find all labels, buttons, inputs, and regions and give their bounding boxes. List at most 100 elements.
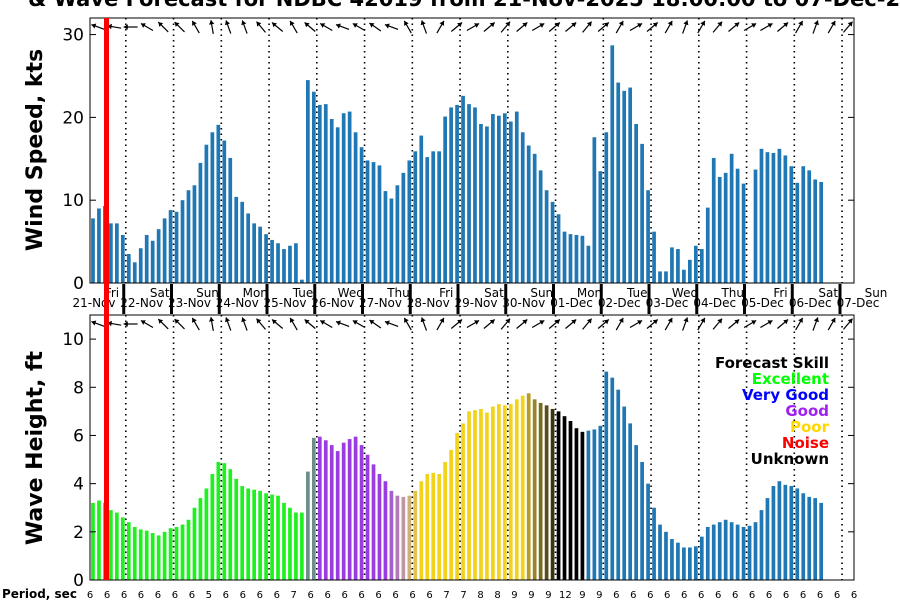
wind-bar [294,243,298,283]
wind-bar [670,247,674,283]
wind-bar [526,145,531,283]
direction-arrow [174,21,185,33]
wind-bar [473,107,477,283]
wave-bar [544,405,549,580]
wind-bar [270,239,274,283]
direction-arrow [565,319,577,329]
wave-bar [126,522,131,580]
wind-bar [341,113,346,283]
wind-bar [449,107,453,283]
wave-bar [514,399,519,580]
wind-bar [801,166,806,283]
wave-bar [747,525,752,580]
wind-bar [598,171,603,283]
period-value: 6 [104,590,110,600]
wave-bar [353,436,358,580]
wave-bar [676,542,680,580]
period-value: 6 [121,590,127,600]
now-marker [104,18,109,580]
period-value: 8 [477,590,483,600]
wind-bar [162,218,167,283]
direction-arrow [843,318,853,330]
direction-arrow [256,318,266,330]
wind-bar [282,249,286,283]
wind-day-lines [125,18,843,283]
wind-bar [640,143,644,284]
wind-bar [765,152,770,283]
date-label: 06-Dec [789,296,832,310]
wind-bar [306,80,310,283]
wind-bar [574,234,579,283]
wind-bar [234,196,239,284]
y-tick-label: 4 [73,475,84,495]
wind-bar [741,183,746,284]
day-of-week-label: Thu [386,286,410,300]
wave-bar [317,436,322,580]
day-of-week-label: Thu [720,286,744,300]
wave-bar [425,474,430,580]
wind-bar [777,148,782,283]
period-value: 6 [834,590,840,600]
direction-arrow [91,23,105,30]
wave-bar [276,495,280,580]
wind-bar [323,104,328,284]
wave-bar [693,546,698,580]
wind-bar [682,269,686,283]
wave-bar [252,489,256,580]
period-value: 6 [817,590,823,600]
wind-bar [174,211,179,283]
wave-bar [777,481,782,580]
wind-bar [634,124,638,283]
wind-bar [383,191,388,283]
legend-title: Forecast Skill [715,354,829,372]
wind-bar [604,132,609,283]
wave-bar [150,533,155,580]
wave-bar [795,488,800,580]
wind-bar [753,169,758,283]
wave-bar [270,494,274,580]
direction-arrow [304,22,316,32]
wind-bar [789,166,794,283]
direction-arrow [743,22,757,32]
wind-bar [729,153,734,283]
wave-bar [807,496,812,580]
direction-arrow [531,22,545,32]
wave-bar [300,512,304,580]
wind-bar [568,234,573,283]
wind-bar [813,179,818,283]
direction-arrow [582,21,593,33]
wind-bar [544,190,549,283]
direction-arrow [271,319,284,329]
wave-bar [449,449,453,580]
period-value: 6 [375,590,381,600]
wind-bar [538,170,543,284]
wave-bar [538,402,543,580]
wave-bar [335,451,340,580]
date-label: 25-Nov [263,296,306,310]
direction-arrow [697,20,706,34]
wave-bar [485,412,489,580]
day-of-week-label: Tue [626,286,648,300]
period-value: 6 [409,590,415,600]
wind-bar [455,104,459,283]
period-value: 5 [206,590,212,600]
wave-bar [491,406,495,580]
wind-bar [664,271,668,283]
wind-bar [622,90,627,284]
legend-item: Poor [790,418,830,436]
wave-bar [610,377,615,580]
wave-bar [437,474,442,580]
direction-arrow [548,319,561,329]
wave-bar [640,461,644,580]
wave-bar [132,527,137,580]
wind-bar [717,177,722,283]
wind-bar [258,226,262,283]
direction-arrow [352,319,366,329]
wind-bar [180,200,185,283]
wind-bar [198,162,203,283]
legend-item: Good [785,402,829,420]
direction-arrow [107,23,122,30]
wave-bar [783,484,788,580]
direction-arrow [420,317,428,331]
